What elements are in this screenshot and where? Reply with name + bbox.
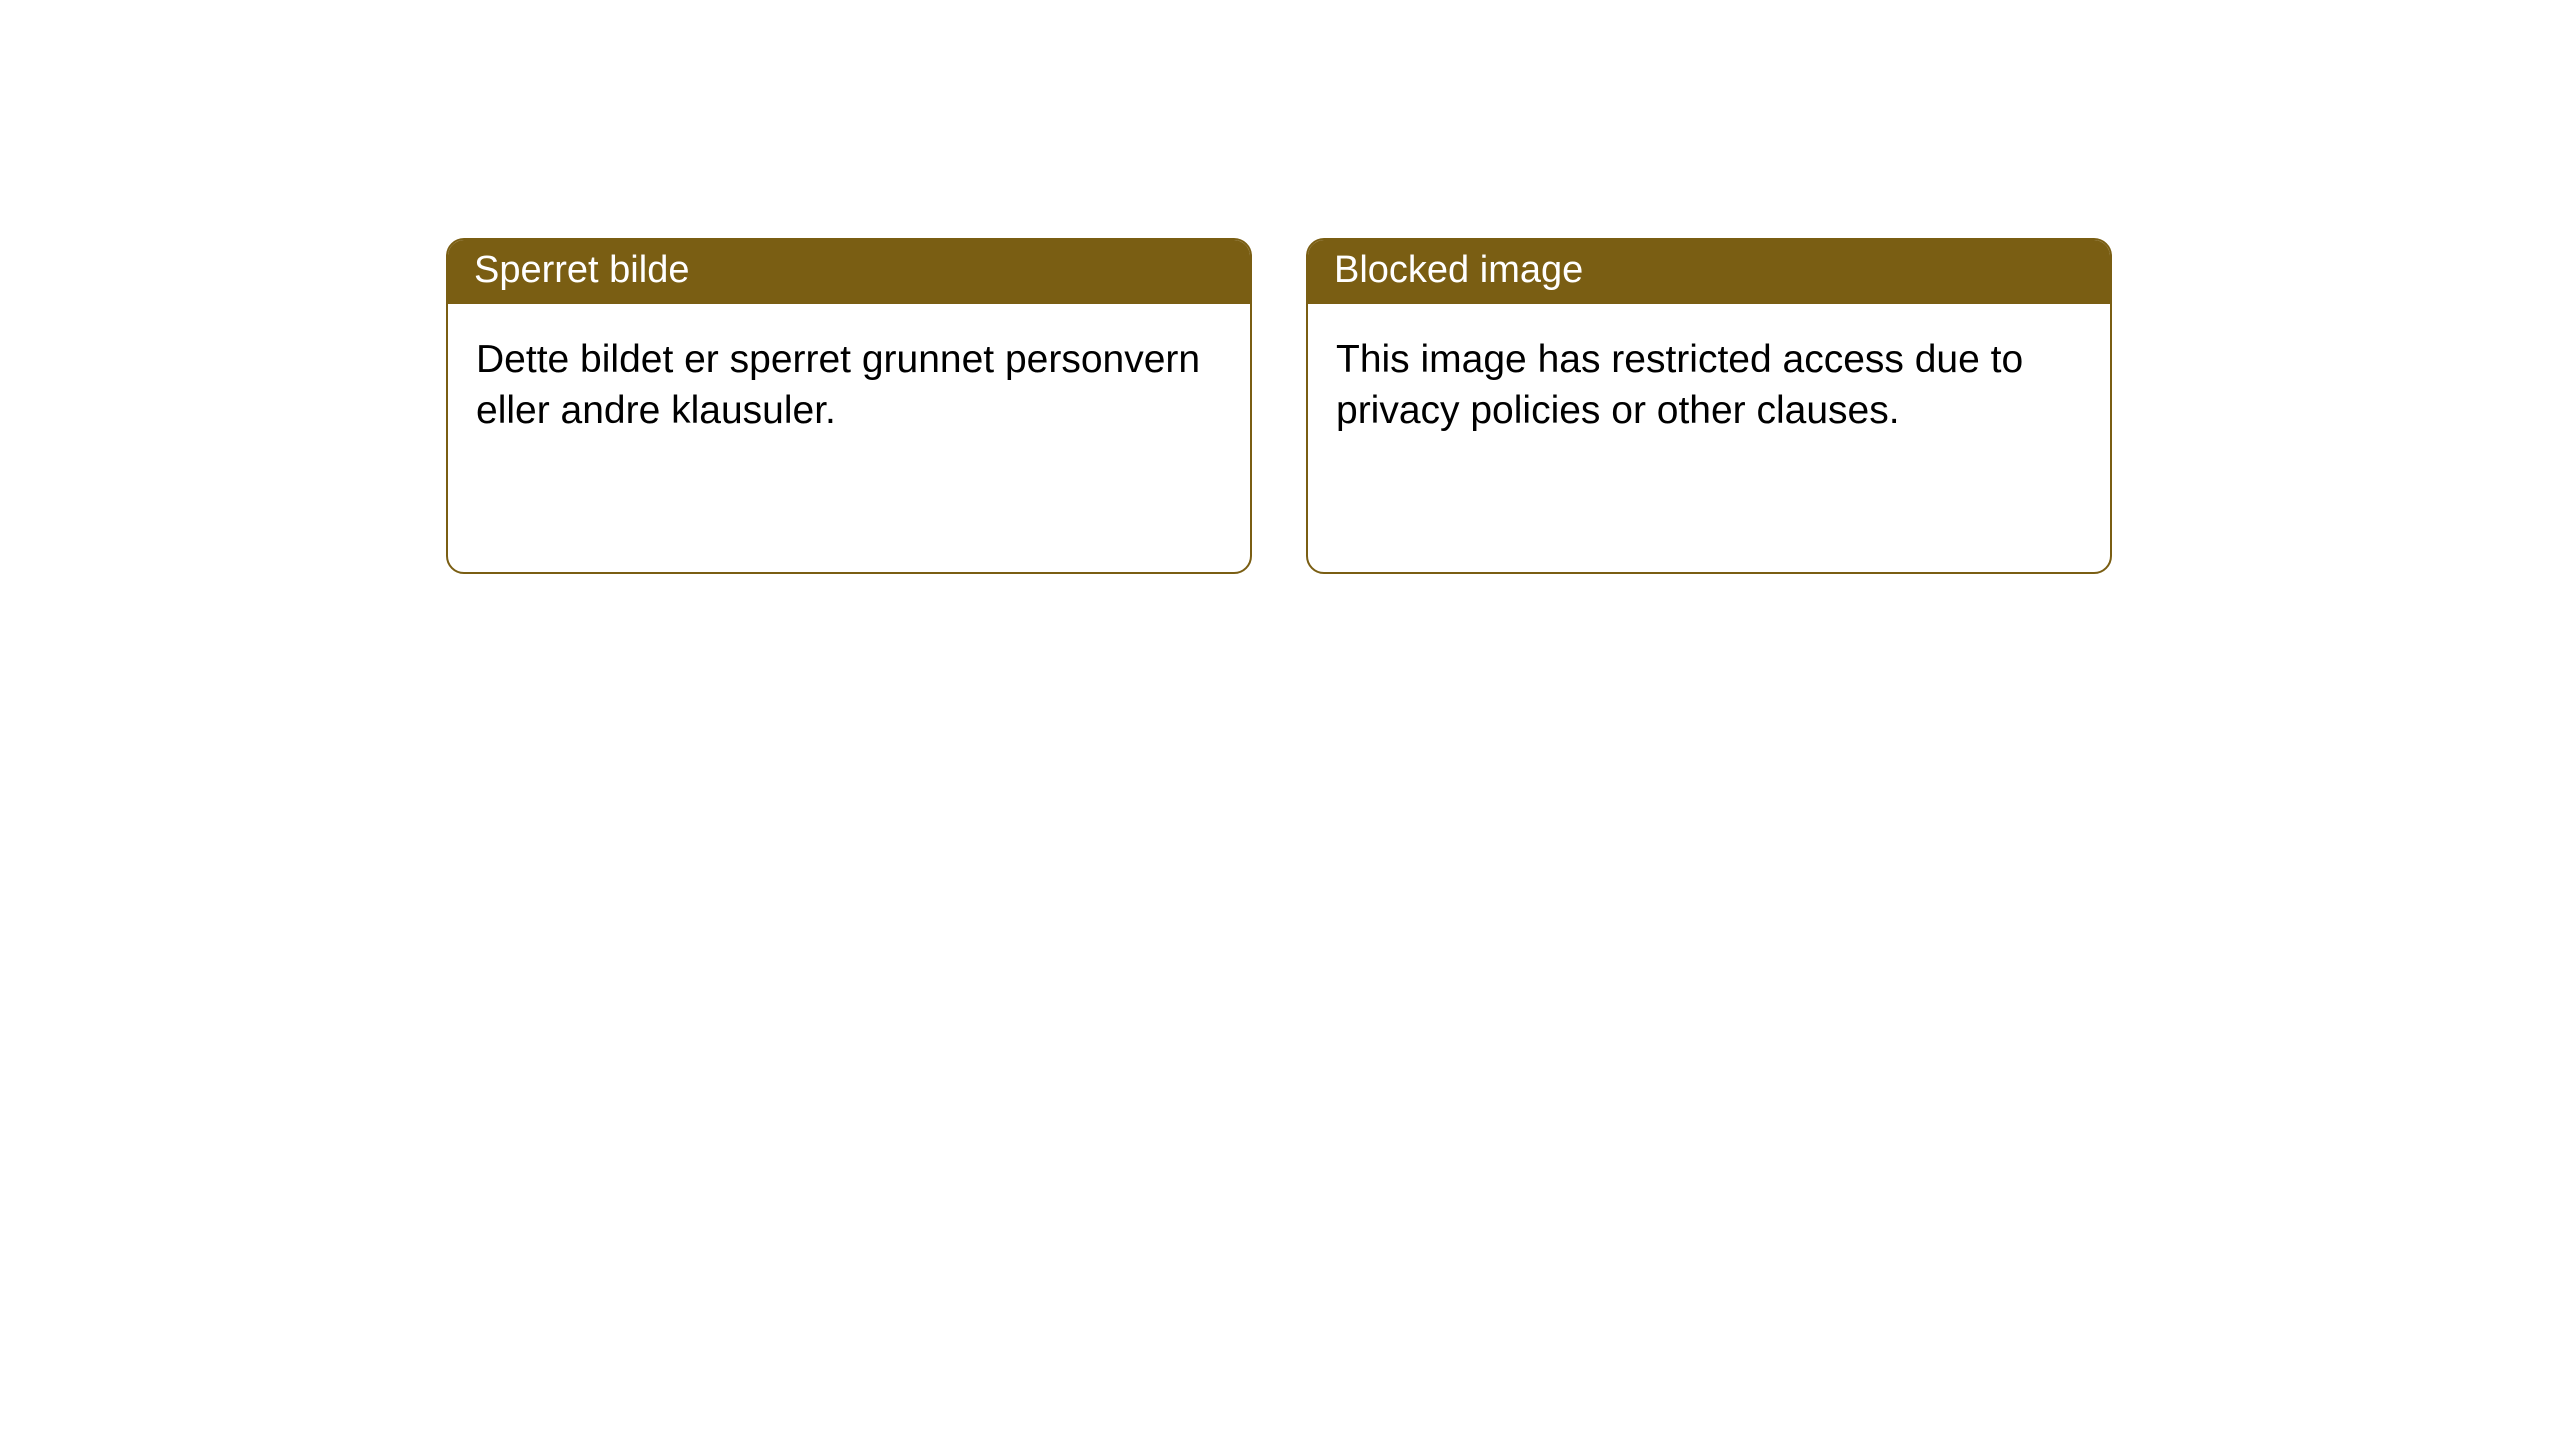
card-body: Dette bildet er sperret grunnet personve… [448, 304, 1250, 467]
notice-cards-row: Sperret bilde Dette bildet er sperret gr… [0, 0, 2560, 574]
blocked-image-card-no: Sperret bilde Dette bildet er sperret gr… [446, 238, 1252, 574]
blocked-image-card-en: Blocked image This image has restricted … [1306, 238, 2112, 574]
card-title: Sperret bilde [448, 240, 1250, 304]
card-body: This image has restricted access due to … [1308, 304, 2110, 467]
card-title: Blocked image [1308, 240, 2110, 304]
